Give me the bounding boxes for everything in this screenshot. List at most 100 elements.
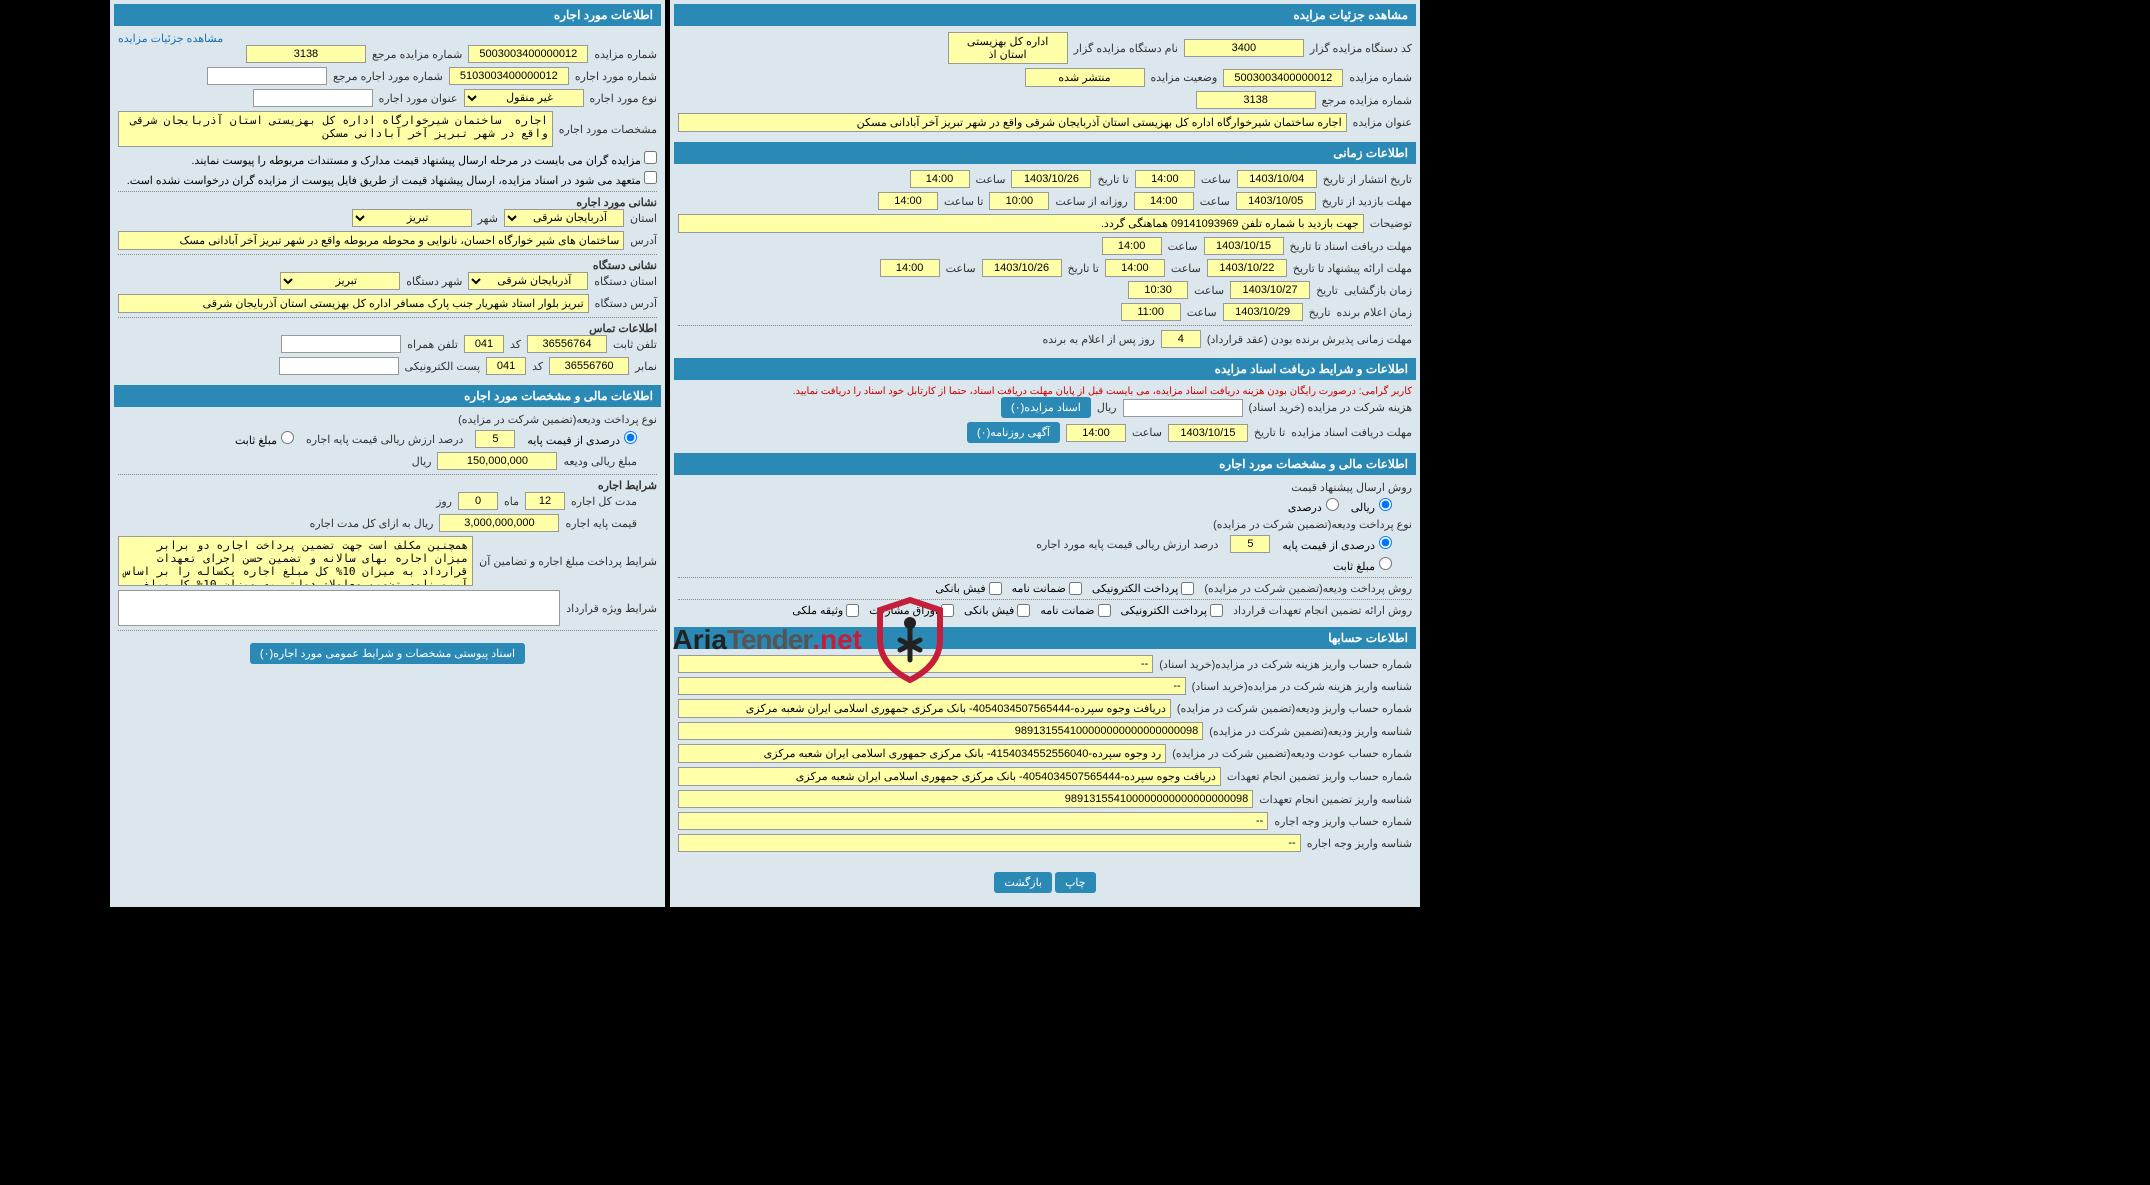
a5-label: شماره حساب عودت ودیعه(تضمین شرکت در مزای… — [1172, 747, 1412, 760]
accept-val: 4 — [1161, 330, 1201, 348]
deadline-hour: 14:00 — [1066, 424, 1126, 442]
a9-label: شناسه واریز وجه اجاره — [1307, 837, 1412, 850]
l-radio-fixed[interactable]: مبلغ ثابت — [235, 431, 294, 447]
cb-elec2[interactable]: پرداخت الکترونیکی — [1121, 604, 1224, 617]
radio-rial[interactable]: ریالی — [1351, 498, 1392, 514]
perf-label: روش ارائه تضمین انجام تعهدات قرارداد — [1233, 604, 1412, 617]
bid-to-date: 1403/10/26 — [982, 259, 1062, 277]
note-field: جهت بازدید با شماره تلفن 09141093969 هما… — [678, 214, 1364, 233]
org-name-label: نام دستگاه مزایده گزار — [1074, 42, 1178, 55]
status-field: منتشر شده — [1025, 68, 1145, 87]
ref-no-field: 3138 — [1196, 91, 1316, 109]
fax-code: 041 — [486, 357, 526, 375]
deposit-type-label: نوع پرداخت ودیعه(تضمین شرکت در مزایده) — [1213, 518, 1412, 531]
a4: 989131554100000000000000000098 — [678, 722, 1203, 740]
fax: 36556760 — [549, 357, 629, 375]
auction-no-field: 5003003400000012 — [1223, 69, 1343, 87]
org-prov-select[interactable]: آذربایجان شرقی — [468, 272, 588, 290]
pay-cond[interactable]: همچنین مکلف است جهت تضمین پرداخت اجاره د… — [118, 536, 473, 586]
lsec1-header: اطلاعات مورد اجاره — [114, 4, 661, 26]
news-button[interactable]: آگهی روزنامه(۰) — [967, 422, 1060, 443]
dur-m: 12 — [525, 492, 565, 510]
win-label: زمان اعلام برنده — [1337, 306, 1412, 319]
visit-from-label: مهلت بازدید از تاریخ — [1322, 195, 1412, 208]
a4-label: شناسه واریز ودیعه(تضمین شرکت در مزایده) — [1209, 725, 1412, 738]
shield-icon — [870, 595, 950, 685]
a9: -- — [678, 834, 1301, 852]
sec3-header: اطلاعات و شرایط دریافت اسناد مزایده — [674, 358, 1416, 380]
pub-from-label: تاریخ انتشار از تاریخ — [1323, 173, 1412, 186]
a5: رد وجوه سپرده-4154034552556040- بانک مرک… — [678, 744, 1166, 763]
spec-textarea[interactable]: اجاره ساختمان شیرخوارگاه اداره کل بهزیست… — [118, 111, 553, 147]
type-select[interactable]: غیر منقول — [464, 89, 584, 107]
city-select[interactable]: تبریز — [352, 209, 472, 227]
pub-from-date: 1403/10/04 — [1237, 170, 1317, 188]
win-date: 1403/10/29 — [1223, 303, 1303, 321]
bid-hour: 14:00 — [1105, 259, 1165, 277]
bid-label: مهلت ارائه پیشنهاد تا تاریخ — [1293, 262, 1412, 275]
l-item: 5103003400000012 — [449, 67, 569, 85]
a1-label: شماره حساب واریز هزینه شرکت در مزایده(خر… — [1159, 658, 1412, 671]
a8-label: شماره حساب واریز وجه اجاره — [1274, 815, 1412, 828]
cb2[interactable]: متعهد می شود در اسناد مزایده، ارسال پیشن… — [127, 171, 657, 187]
subject-field: اجاره ساختمان شیرخوارگاه اداره کل بهزیست… — [678, 113, 1347, 132]
details-link[interactable]: مشاهده جزئیات مزایده — [118, 32, 223, 45]
sec1-header: مشاهده جزئیات مزایده — [674, 4, 1416, 26]
logo: AriaTender.net — [580, 580, 950, 700]
accept-label: مهلت زمانی پذیرش برنده بودن (عقد قرارداد… — [1207, 333, 1412, 346]
l-subj — [253, 89, 373, 107]
a3-label: شماره حساب واریز ودیعه(تضمین شرکت در مزا… — [1177, 702, 1412, 715]
org-addr-field: تبریز بلوار استاد شهریار جنب پارک مسافر … — [118, 294, 589, 313]
pub-to-date: 1403/10/26 — [1011, 170, 1091, 188]
addr-title: نشانی مورد اجاره — [118, 196, 657, 209]
a7-label: شناسه واریز تضمین انجام تعهدات — [1259, 793, 1412, 806]
sec2-header: اطلاعات زمانی — [674, 142, 1416, 164]
cb1[interactable]: مزایده گران می بایست در مرحله ارسال پیشن… — [191, 151, 657, 167]
a8: -- — [678, 812, 1268, 830]
fee-field — [1123, 399, 1243, 417]
radio-fixed[interactable]: مبلغ ثابت — [1333, 557, 1392, 573]
cb-fish2[interactable]: فیش بانکی — [964, 604, 1030, 617]
fee-label: هزینه شرکت در مزایده (خرید اسناد) — [1249, 401, 1412, 414]
bid-to-hour: 14:00 — [880, 259, 940, 277]
right-panel: مشاهده جزئیات مزایده کد دستگاه مزایده گز… — [670, 0, 1420, 907]
contact-title: اطلاعات تماس — [118, 322, 657, 335]
a6-label: شماره حساب واریز تضمین انجام تعهدات — [1227, 770, 1412, 783]
left-panel: اطلاعات مورد اجاره مشاهده جزئیات مزایده … — [110, 0, 665, 907]
radio-pct[interactable]: درصدی — [1288, 498, 1339, 514]
pub-to-hour: 14:00 — [910, 170, 970, 188]
open-hour: 10:30 — [1128, 281, 1188, 299]
daily-to: 14:00 — [878, 192, 938, 210]
cb-zaman[interactable]: ضمانت نامه — [1012, 582, 1082, 595]
dep-amt: 150,000,000 — [437, 452, 557, 470]
l-itemref — [207, 67, 327, 85]
open-label: زمان بازگشایی — [1344, 284, 1412, 297]
doc-recv-hour: 14:00 — [1102, 237, 1162, 255]
l-ano: 5003003400000012 — [468, 45, 588, 63]
attach-button[interactable]: اسناد پیوستی مشخصات و شرایط عمومی مورد ا… — [250, 643, 525, 664]
mobile — [281, 335, 401, 353]
daily-from: 10:00 — [989, 192, 1049, 210]
radio-pct-base[interactable]: درصدی از قیمت پایه — [1282, 536, 1392, 552]
cb-zaman2[interactable]: ضمانت نامه — [1040, 604, 1110, 617]
l-radio-pct[interactable]: درصدی از قیمت پایه — [527, 431, 637, 447]
special[interactable] — [118, 590, 560, 626]
note-label: توضیحات — [1370, 217, 1412, 230]
visit-from-date: 1403/10/05 — [1236, 192, 1316, 210]
org-name-field: اداره کل بهزیستی استان اذ — [948, 32, 1068, 64]
prov-select[interactable]: آذربایجان شرقی — [504, 209, 624, 227]
cb-elec[interactable]: پرداخت الکترونیکی — [1092, 582, 1195, 595]
org-city-select[interactable]: تبریز — [280, 272, 400, 290]
deadline-date: 1403/10/15 — [1168, 424, 1248, 442]
status-label: وضعیت مزایده — [1151, 71, 1218, 84]
doc-recv-label: مهلت دریافت اسناد تا تاریخ — [1290, 240, 1412, 253]
doc-recv-date: 1403/10/15 — [1204, 237, 1284, 255]
doc-button[interactable]: اسناد مزایده(۰) — [1001, 397, 1091, 418]
org-addr-title: نشانی دستگاه — [118, 259, 657, 272]
ref-no-label: شماره مزایده مرجع — [1322, 94, 1412, 107]
back-button[interactable]: بازگشت — [994, 872, 1052, 893]
dur-d: 0 — [458, 492, 498, 510]
a2-label: شناسه واریز هزینه شرکت در مزایده(خرید اس… — [1192, 680, 1412, 693]
print-button[interactable]: چاپ — [1055, 872, 1096, 893]
code: 041 — [464, 335, 504, 353]
